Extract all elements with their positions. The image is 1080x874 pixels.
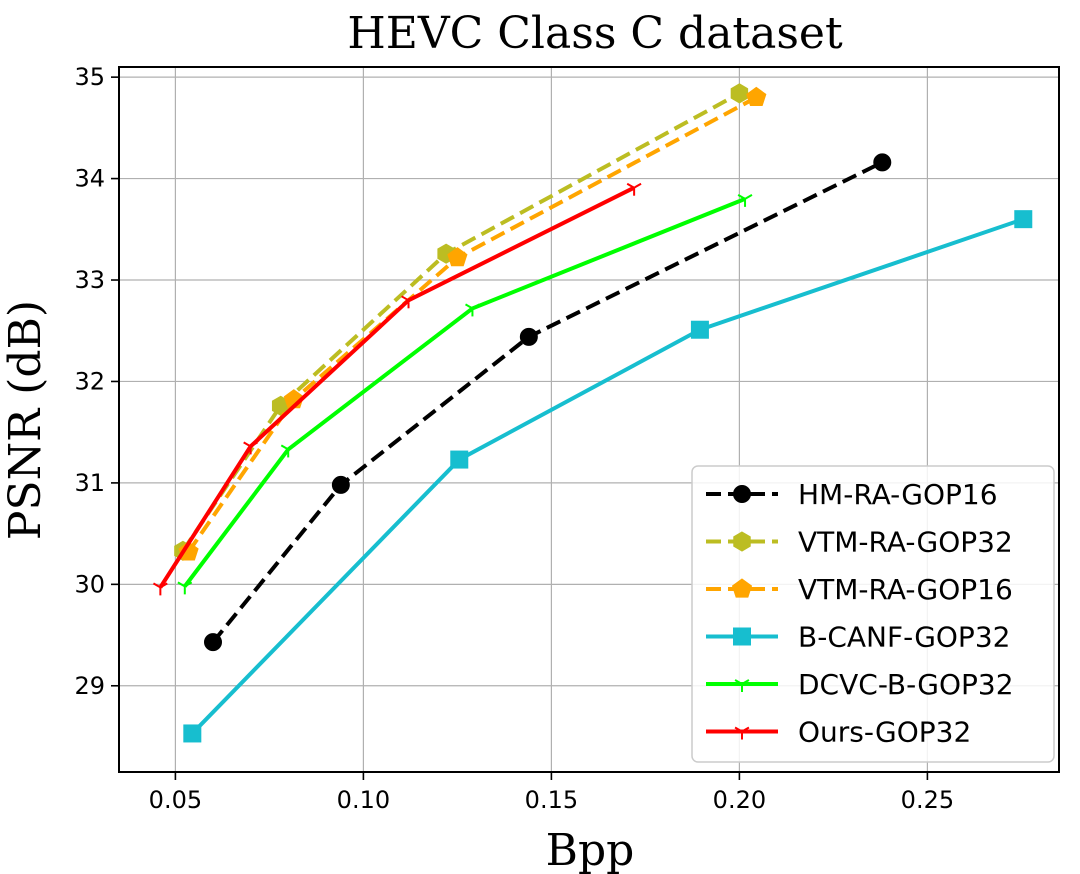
legend-label: B-CANF-GOP32 [798,621,1010,654]
legend-item-dcvc-b-gop32: DCVC-B-GOP32 [706,668,1014,701]
data-point-ours-gop32 [243,441,259,455]
data-point-dcvc-b-gop32 [280,444,296,458]
series-vtm-ra-gop16 [178,86,767,561]
marker-arm [287,444,296,451]
legend-marker [733,485,751,503]
marker-arm [734,726,743,733]
legend-item-vtm-ra-gop16: VTM-RA-GOP16 [706,573,1013,606]
legend-marker [731,578,753,598]
y-tick-label: 29 [74,672,105,700]
marker-arm [159,582,168,589]
data-point-ours-gop32 [152,582,168,596]
x-tick-label: 0.05 [149,786,202,814]
legend-item-b-canf-gop32: B-CANF-GOP32 [706,621,1010,654]
legend-item-vtm-ra-gop32: VTM-RA-GOP32 [706,526,1013,559]
data-point-hm-ra-gop16 [519,327,538,346]
x-tick-label: 0.25 [901,786,954,814]
marker-arm [734,679,743,685]
y-axis-label: PSNR (dB) [0,300,51,540]
series-layer [152,83,1033,743]
data-point-vtm-ra-gop32 [730,83,749,104]
x-axis-label: Bpp [546,825,635,874]
series-b-canf-gop32 [183,210,1033,743]
legend-marker [733,531,751,552]
series-line-vtm-ra-gop16 [186,95,758,554]
legend: HM-RA-GOP16 VTM-RA-GOP32 VTM-RA-GOP16 B-CAN… [691,465,1055,763]
y-tick-label: 32 [74,367,105,395]
legend-label: Ours-GOP32 [798,716,971,749]
data-point-vtm-ra-gop16 [178,541,199,561]
marker-arm [737,194,746,200]
legend-marker [734,679,750,692]
data-point-hm-ra-gop16 [873,153,892,172]
data-point-dcvc-b-gop32 [737,194,753,207]
data-point-b-canf-gop32 [450,450,469,469]
grid-layer [119,67,1059,772]
legend-label: VTM-RA-GOP16 [798,573,1013,606]
x-tick-label: 0.15 [525,786,578,814]
legend-marker [734,726,750,740]
marker-arm [741,679,750,685]
series-line-dcvc-b-gop32 [183,197,746,588]
data-point-ours-gop32 [401,295,416,309]
data-point-b-canf-gop32 [690,320,709,339]
marker-arm [250,441,259,448]
data-point-vtm-ra-gop16 [746,86,767,107]
legend-marker [733,627,751,646]
legend-label: DCVC-B-GOP32 [798,668,1014,701]
marker-arm [152,582,161,589]
data-point-b-canf-gop32 [1014,210,1033,229]
marker-arm [741,726,750,733]
marker-arm [401,295,410,302]
series-line-ours-gop32 [158,185,636,589]
legend-label: VTM-RA-GOP32 [798,526,1013,559]
series-ours-gop32 [152,182,642,596]
y-tick-label: 33 [74,266,105,294]
data-point-vtm-ra-gop16 [447,247,468,267]
y-tick-label: 35 [74,63,105,91]
legend-box [691,465,1055,763]
series-dcvc-b-gop32 [177,194,753,595]
data-point-dcvc-b-gop32 [177,581,193,595]
series-line-hm-ra-gop16 [211,160,884,644]
marker-arm [177,581,186,588]
marker-arm [471,303,480,310]
data-point-b-canf-gop32 [183,724,202,743]
x-tick-label: 0.10 [337,786,390,814]
data-point-ours-gop32 [626,182,642,196]
plot-frame [118,66,1060,773]
chart-title: HEVC Class C dataset [347,8,843,59]
data-point-hm-ra-gop16 [331,475,350,494]
marker-arm [184,581,193,588]
legend-item-ours-gop32: Ours-GOP32 [706,716,971,749]
series-hm-ra-gop16 [204,153,892,652]
legend-item-hm-ra-gop16: HM-RA-GOP16 [706,478,998,511]
x-tick-label: 0.20 [713,786,766,814]
marker-arm [408,295,416,302]
series-line-vtm-ra-gop32 [181,91,741,552]
marker-arm [465,303,473,310]
marker-arm [280,444,289,451]
y-tick-label: 34 [74,165,105,193]
data-point-dcvc-b-gop32 [465,303,480,317]
marker-arm [626,182,635,189]
data-point-hm-ra-gop16 [204,633,222,652]
series-line-b-canf-gop32 [190,217,1024,735]
tick-layer: 0.05 0.10 0.15 0.20 0.25 29 30 31 32 33 34 35 [74,63,954,814]
marker-arm [744,194,753,200]
marker-arm [633,182,642,189]
y-tick-label: 31 [74,469,105,497]
marker-arm [243,441,252,448]
legend-label: HM-RA-GOP16 [798,478,998,511]
y-tick-label: 30 [74,570,105,598]
